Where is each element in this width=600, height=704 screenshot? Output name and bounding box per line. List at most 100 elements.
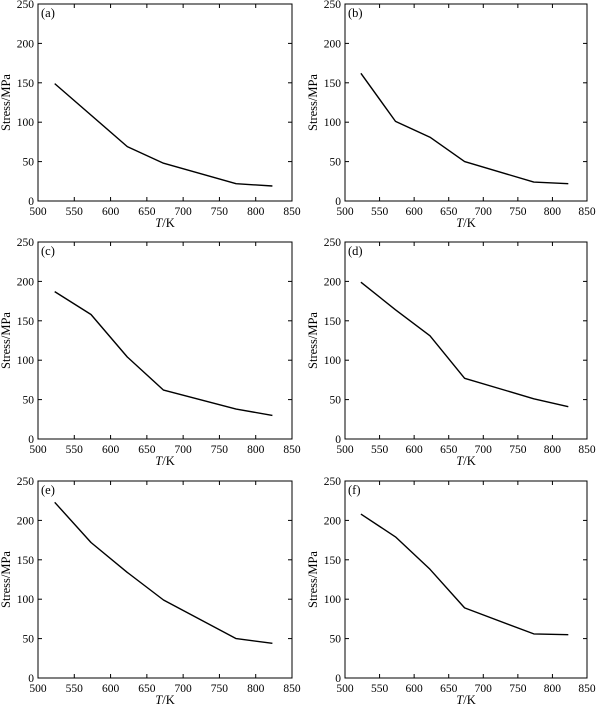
y-tick-label: 0 (335, 196, 341, 208)
x-tick-label: 800 (544, 444, 562, 456)
x-tick-label: 850 (578, 206, 596, 218)
y-tick-label: 0 (335, 434, 341, 446)
x-tick-label: 750 (509, 683, 527, 695)
x-tick-label: 500 (336, 444, 354, 456)
plot-frame (344, 480, 588, 679)
panel-a: 500 550 600 650 700 750 800 850 0 50 100 150 200 250 (… (0, 0, 301, 230)
x-axis-title-symbol: T (456, 454, 464, 468)
y-tick-label: 200 (17, 515, 35, 527)
x-tick-label: 750 (211, 206, 229, 218)
y-tick-label: 100 (17, 117, 35, 129)
y-tick-label: 250 (324, 476, 342, 488)
y-axis-title: Stress/MPa (0, 551, 13, 608)
y-tick-label: 50 (23, 157, 35, 169)
x-tick-label: 550 (66, 683, 84, 695)
x-axis-title-symbol: T (456, 216, 464, 230)
y-tick-label: 200 (324, 38, 342, 50)
x-tick-label: 850 (578, 683, 596, 695)
series-line (360, 281, 569, 408)
series-line (54, 501, 273, 644)
y-tick-label: 100 (17, 355, 35, 367)
plot-frame (344, 241, 588, 440)
x-tick-label: 650 (440, 206, 458, 218)
panel-label: (c) (41, 244, 55, 258)
x-tick-label: 600 (406, 206, 424, 218)
x-axis-title: T/K (456, 693, 475, 704)
y-tick-label: 250 (17, 0, 35, 11)
y-tick-label: 100 (324, 117, 342, 129)
x-tick-label: 500 (29, 206, 47, 218)
series-line (360, 513, 569, 636)
x-tick-label: 800 (247, 206, 265, 218)
x-tick-label: 700 (175, 444, 193, 456)
y-axis-title: Stress/MPa (306, 551, 320, 608)
x-axis-title-unit: /K (162, 216, 175, 230)
x-axis-title-symbol: T (155, 454, 163, 468)
y-tick-label: 50 (330, 395, 342, 407)
y-axis-title: Stress/MPa (306, 312, 320, 369)
panel-e: 500 550 600 650 700 750 800 850 0 50 100 150 200 250 (… (0, 476, 301, 704)
x-tick-label: 600 (406, 683, 424, 695)
x-tick-label: 750 (211, 683, 229, 695)
y-tick-label: 150 (324, 316, 342, 328)
y-tick-label: 150 (17, 78, 35, 90)
x-axis-title-unit: /K (463, 216, 476, 230)
series-line (54, 83, 273, 187)
x-axis-title-symbol: T (155, 216, 163, 230)
plot-frame (37, 480, 293, 679)
panel-label: (e) (41, 483, 55, 497)
x-tick-label: 650 (138, 444, 156, 456)
x-axis-title: T/K (155, 454, 174, 468)
x-tick-label: 850 (578, 444, 596, 456)
y-tick-label: 200 (324, 515, 342, 527)
x-axis-title-symbol: T (155, 693, 163, 704)
panel-d: 500 550 600 650 700 750 800 850 0 50 100 150 200 250 (… (306, 237, 596, 468)
panel-f: 500 550 600 650 700 750 800 850 0 50 100 150 200 250 (… (306, 476, 596, 704)
x-tick-label: 550 (371, 206, 389, 218)
y-tick-label: 50 (330, 157, 342, 169)
y-tick-label: 250 (17, 237, 35, 249)
x-tick-label: 800 (544, 206, 562, 218)
plot-frame (37, 241, 293, 440)
panel-b: 500 550 600 650 700 750 800 850 0 50 100 150 200 250 (… (306, 0, 596, 230)
y-tick-label: 150 (17, 316, 35, 328)
y-tick-label: 50 (330, 634, 342, 646)
x-tick-label: 650 (138, 683, 156, 695)
y-axis-title: Stress/MPa (0, 74, 13, 131)
x-tick-label: 750 (509, 444, 527, 456)
x-tick-label: 750 (509, 206, 527, 218)
y-tick-label: 100 (324, 355, 342, 367)
x-tick-label: 550 (371, 444, 389, 456)
x-tick-label: 700 (175, 206, 193, 218)
panel-c: 500 550 600 650 700 750 800 850 0 50 100 150 200 250 (… (0, 237, 301, 468)
panel-label: (b) (348, 6, 363, 20)
x-axis-title: T/K (456, 454, 475, 468)
y-tick-label: 250 (17, 476, 35, 488)
x-tick-label: 550 (66, 444, 84, 456)
x-tick-label: 750 (211, 444, 229, 456)
x-axis-title: T/K (155, 216, 174, 230)
x-tick-label: 650 (440, 683, 458, 695)
x-tick-label: 500 (336, 206, 354, 218)
x-axis-title-unit: /K (162, 454, 175, 468)
y-axis-title: Stress/MPa (0, 312, 13, 369)
x-tick-label: 500 (336, 683, 354, 695)
x-tick-label: 600 (102, 683, 120, 695)
plot-frame (37, 3, 293, 202)
x-axis-title-unit: /K (162, 693, 175, 704)
y-tick-label: 200 (17, 276, 35, 288)
y-tick-label: 50 (23, 395, 35, 407)
x-tick-label: 600 (102, 206, 120, 218)
x-tick-label: 850 (283, 206, 301, 218)
panel-label: (d) (348, 244, 363, 258)
x-tick-label: 800 (247, 683, 265, 695)
y-tick-label: 0 (28, 673, 34, 685)
x-tick-label: 850 (283, 683, 301, 695)
x-axis-title: T/K (456, 216, 475, 230)
y-tick-label: 0 (335, 673, 341, 685)
series-line (360, 72, 569, 185)
panel-label: (a) (41, 6, 55, 20)
y-tick-label: 250 (324, 0, 342, 11)
x-tick-label: 600 (406, 444, 424, 456)
